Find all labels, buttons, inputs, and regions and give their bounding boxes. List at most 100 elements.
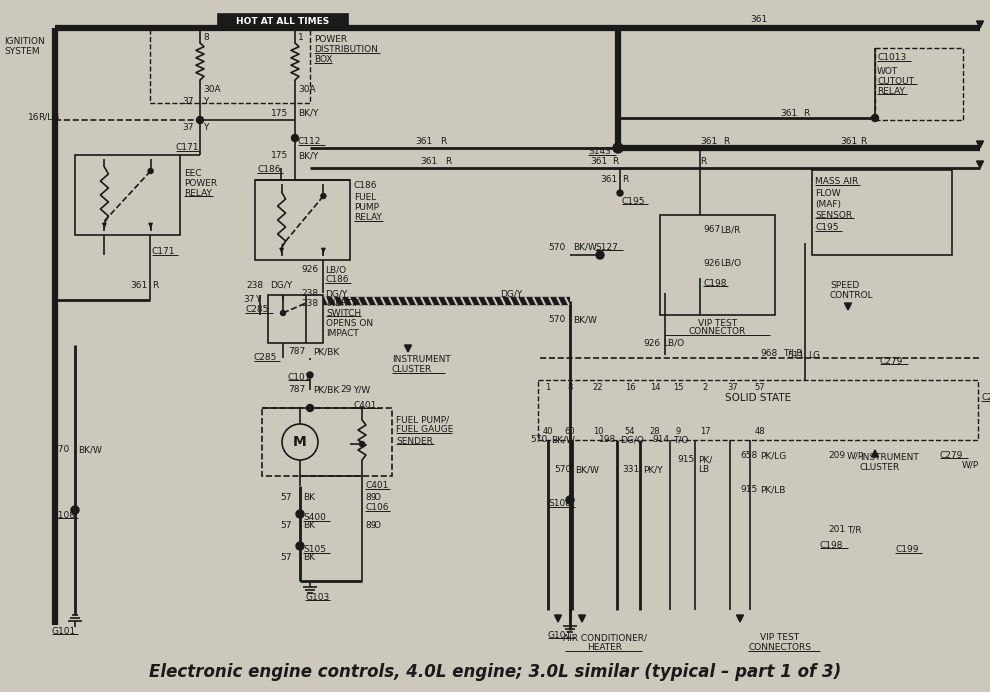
Text: G103: G103 bbox=[305, 592, 330, 601]
Text: C186: C186 bbox=[325, 275, 348, 284]
Text: R: R bbox=[723, 138, 730, 147]
Text: INSTRUMENT: INSTRUMENT bbox=[392, 356, 450, 365]
Circle shape bbox=[613, 143, 623, 153]
Text: 926: 926 bbox=[301, 266, 318, 275]
Text: 914: 914 bbox=[652, 435, 669, 444]
Text: R: R bbox=[152, 280, 158, 289]
Text: 8: 8 bbox=[567, 383, 572, 392]
Text: WOT: WOT bbox=[877, 66, 898, 75]
Text: 361: 361 bbox=[130, 280, 148, 289]
Text: 37: 37 bbox=[243, 295, 254, 304]
Circle shape bbox=[196, 116, 204, 123]
Circle shape bbox=[321, 194, 326, 199]
Text: DG/Y: DG/Y bbox=[325, 289, 347, 298]
Text: Y: Y bbox=[203, 98, 208, 107]
Bar bbox=[255, 180, 350, 260]
Text: SENSOR: SENSOR bbox=[815, 210, 852, 219]
Text: C195: C195 bbox=[622, 197, 645, 206]
Polygon shape bbox=[844, 303, 851, 310]
Text: O: O bbox=[374, 522, 381, 531]
Polygon shape bbox=[578, 615, 585, 622]
Text: 570: 570 bbox=[530, 435, 547, 444]
Text: IGNITION: IGNITION bbox=[4, 37, 45, 46]
Text: 967: 967 bbox=[703, 226, 721, 235]
Text: S105: S105 bbox=[303, 545, 326, 554]
Text: C401: C401 bbox=[353, 401, 376, 410]
Text: 361: 361 bbox=[600, 176, 617, 185]
Bar bbox=[218, 14, 348, 28]
Bar bbox=[268, 295, 323, 343]
Text: 511: 511 bbox=[787, 351, 804, 360]
Circle shape bbox=[148, 168, 153, 174]
Text: 238: 238 bbox=[301, 289, 318, 298]
Bar bbox=[75, 155, 180, 235]
Text: HEATER: HEATER bbox=[587, 644, 623, 653]
Text: PUMP: PUMP bbox=[354, 203, 379, 212]
Text: 238: 238 bbox=[246, 280, 263, 289]
Text: (MAF): (MAF) bbox=[815, 199, 841, 208]
Text: S400: S400 bbox=[303, 513, 326, 522]
Text: CLUSTER: CLUSTER bbox=[392, 365, 433, 374]
Text: FLOW: FLOW bbox=[815, 188, 841, 197]
Text: 57: 57 bbox=[280, 493, 291, 502]
Text: 54: 54 bbox=[625, 428, 636, 437]
Text: 10: 10 bbox=[593, 428, 603, 437]
Text: 787: 787 bbox=[288, 385, 305, 394]
Bar bbox=[150, 28, 310, 103]
Text: BK: BK bbox=[303, 554, 315, 563]
Text: BK/Y: BK/Y bbox=[298, 152, 319, 161]
Text: 915: 915 bbox=[677, 455, 694, 464]
Text: Electronic engine controls, 4.0L engine; 3.0L similar (typical – part 1 of 3): Electronic engine controls, 4.0L engine;… bbox=[148, 663, 842, 681]
Text: 30A: 30A bbox=[298, 86, 316, 95]
Text: PK/BK: PK/BK bbox=[313, 385, 340, 394]
Circle shape bbox=[280, 311, 285, 316]
Text: PK/LB: PK/LB bbox=[760, 486, 785, 495]
Text: 570: 570 bbox=[52, 446, 69, 455]
Text: 8: 8 bbox=[203, 33, 209, 42]
Text: C1013: C1013 bbox=[877, 53, 906, 62]
Text: 57: 57 bbox=[280, 522, 291, 531]
Text: 89: 89 bbox=[365, 493, 376, 502]
Text: 40: 40 bbox=[543, 428, 553, 437]
Text: G101: G101 bbox=[52, 626, 76, 635]
Text: R: R bbox=[612, 158, 618, 167]
Text: C106: C106 bbox=[365, 504, 388, 513]
Text: 570: 570 bbox=[554, 466, 571, 475]
Text: 570: 570 bbox=[548, 242, 565, 251]
Text: C285: C285 bbox=[245, 305, 268, 314]
Text: G101: G101 bbox=[548, 630, 572, 639]
Text: FUEL PUMP/: FUEL PUMP/ bbox=[396, 415, 449, 424]
Text: S127: S127 bbox=[595, 242, 618, 251]
Text: EEC: EEC bbox=[184, 168, 202, 178]
Text: C186: C186 bbox=[257, 165, 280, 174]
Text: CONNECTOR: CONNECTOR bbox=[689, 327, 746, 336]
Polygon shape bbox=[737, 615, 743, 622]
Text: W/P: W/P bbox=[962, 460, 979, 469]
Text: Y: Y bbox=[255, 295, 260, 304]
Text: 361: 361 bbox=[700, 138, 717, 147]
Text: W/P: W/P bbox=[847, 451, 864, 460]
Text: 37: 37 bbox=[182, 123, 193, 132]
Text: SOLID STATE: SOLID STATE bbox=[725, 393, 791, 403]
Text: MASS AIR: MASS AIR bbox=[815, 178, 858, 187]
Polygon shape bbox=[976, 21, 983, 28]
Text: INSTRUMENT: INSTRUMENT bbox=[860, 453, 919, 462]
Text: IMPACT: IMPACT bbox=[326, 329, 358, 338]
Text: 22: 22 bbox=[593, 383, 603, 392]
Circle shape bbox=[307, 405, 314, 412]
Text: C171: C171 bbox=[176, 143, 200, 152]
Text: C198: C198 bbox=[820, 540, 843, 549]
Circle shape bbox=[296, 542, 304, 550]
Text: T/O: T/O bbox=[673, 435, 688, 444]
Text: 361: 361 bbox=[750, 15, 767, 24]
Circle shape bbox=[871, 114, 878, 122]
Text: 209: 209 bbox=[828, 451, 845, 460]
Text: AIR CONDITIONER/: AIR CONDITIONER/ bbox=[563, 633, 647, 642]
Text: 175: 175 bbox=[271, 152, 288, 161]
Text: DG/Y: DG/Y bbox=[270, 280, 292, 289]
Text: 198: 198 bbox=[599, 435, 616, 444]
Text: CONNECTORS: CONNECTORS bbox=[748, 644, 812, 653]
Text: C198: C198 bbox=[703, 278, 727, 287]
Text: 361: 361 bbox=[415, 138, 433, 147]
Text: R: R bbox=[440, 138, 446, 147]
